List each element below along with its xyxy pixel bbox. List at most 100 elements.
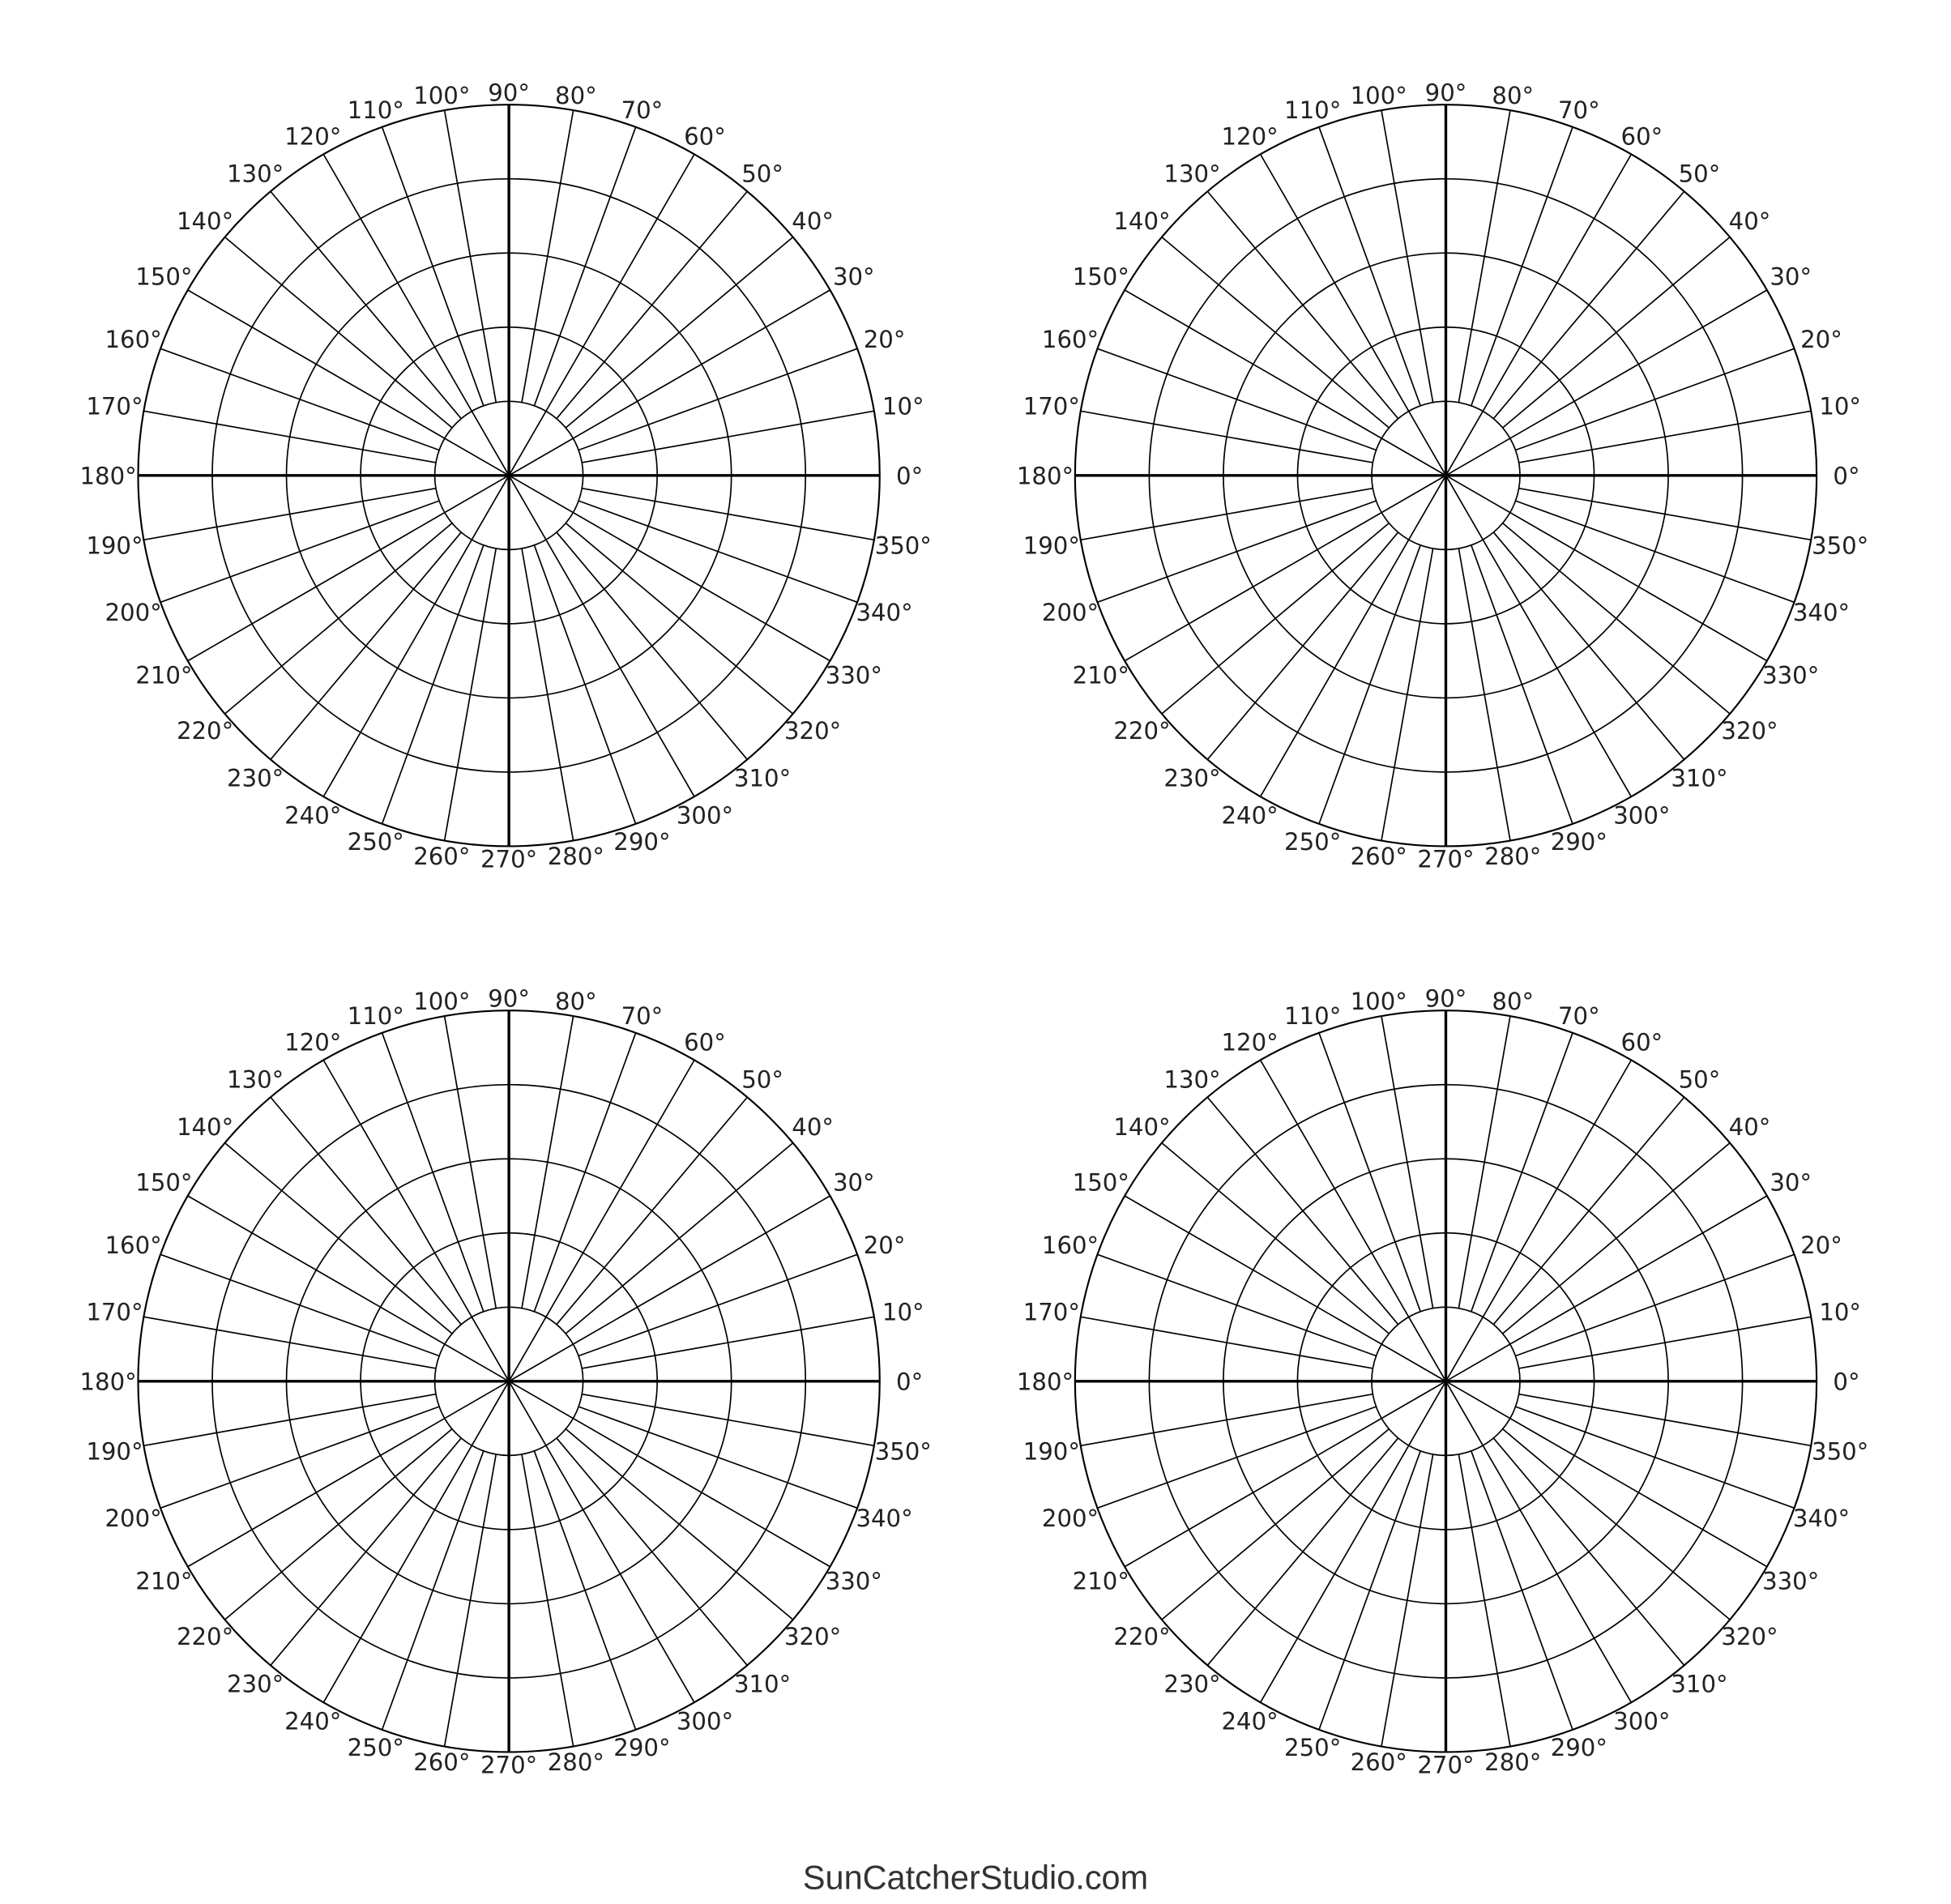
spoke-40 bbox=[1502, 237, 1731, 429]
angle-label-190: 190° bbox=[1023, 531, 1080, 559]
spoke-70 bbox=[1471, 1032, 1573, 1313]
angle-label-130: 130° bbox=[227, 1066, 284, 1094]
angle-label-20: 20° bbox=[864, 326, 906, 353]
angle-label-50: 50° bbox=[1679, 1066, 1721, 1094]
spoke-140 bbox=[1161, 1142, 1390, 1334]
angle-label-0: 0° bbox=[1833, 1368, 1859, 1396]
spoke-200 bbox=[160, 1406, 440, 1509]
spoke-50 bbox=[556, 190, 748, 420]
spoke-40 bbox=[565, 1142, 794, 1334]
angle-label-60: 60° bbox=[1621, 1029, 1663, 1057]
angle-label-0: 0° bbox=[1833, 463, 1859, 490]
spoke-60 bbox=[1445, 1060, 1633, 1382]
angle-label-340: 340° bbox=[1793, 599, 1850, 626]
angle-label-310: 310° bbox=[734, 1670, 791, 1697]
angle-label-190: 190° bbox=[1023, 1437, 1080, 1465]
spoke-310 bbox=[556, 531, 748, 760]
footer-website: SunCatcherStudio.com bbox=[803, 1858, 1148, 1896]
spoke-290 bbox=[533, 544, 637, 825]
spoke-300 bbox=[508, 1381, 695, 1703]
angle-label-270: 270° bbox=[1417, 1752, 1474, 1779]
polar-grid-1: 0° 10° 20° 30° 40° 50° 60° 70° 80° 90° 100° 110°120… bbox=[79, 79, 931, 873]
spoke-200 bbox=[160, 500, 440, 604]
spoke-340 bbox=[1515, 1406, 1795, 1509]
spoke-330 bbox=[1445, 475, 1768, 662]
angle-label-280: 280° bbox=[548, 1748, 604, 1776]
spoke-120 bbox=[1259, 1060, 1447, 1382]
spoke-110 bbox=[381, 1032, 485, 1313]
angle-label-260: 260° bbox=[1351, 1748, 1407, 1776]
angle-label-320: 320° bbox=[784, 717, 841, 745]
angle-label-350: 350° bbox=[1812, 1437, 1868, 1465]
spoke-30 bbox=[1445, 1195, 1768, 1382]
spoke-30 bbox=[508, 289, 830, 476]
spoke-80 bbox=[1458, 109, 1511, 403]
angle-label-60: 60° bbox=[1621, 123, 1663, 151]
angle-label-330: 330° bbox=[1762, 1567, 1819, 1594]
angle-label-180: 180° bbox=[1017, 1368, 1074, 1396]
angle-label-150: 150° bbox=[135, 263, 192, 291]
angle-label-160: 160° bbox=[1042, 1232, 1099, 1259]
angle-label-190: 190° bbox=[86, 531, 143, 559]
angle-label-0: 0° bbox=[896, 463, 923, 490]
angle-label-200: 200° bbox=[1042, 599, 1099, 626]
spoke-220 bbox=[224, 523, 453, 715]
angle-label-300: 300° bbox=[677, 1708, 733, 1735]
spoke-140 bbox=[1161, 237, 1390, 429]
angle-label-340: 340° bbox=[856, 599, 912, 626]
angle-label-260: 260° bbox=[1351, 843, 1407, 870]
spoke-320 bbox=[1502, 523, 1731, 715]
angle-label-210: 210° bbox=[135, 661, 192, 689]
angle-label-80: 80° bbox=[1492, 82, 1534, 109]
spoke-200 bbox=[1097, 1406, 1377, 1509]
spoke-50 bbox=[556, 1096, 748, 1326]
angle-label-300: 300° bbox=[1613, 802, 1670, 830]
spoke-230 bbox=[1206, 531, 1399, 760]
spoke-150 bbox=[187, 1195, 510, 1382]
spoke-100 bbox=[1381, 109, 1434, 403]
angle-label-270: 270° bbox=[1417, 846, 1474, 873]
angle-label-320: 320° bbox=[1721, 1623, 1778, 1650]
spoke-210 bbox=[1124, 1381, 1446, 1568]
angle-label-80: 80° bbox=[555, 988, 597, 1015]
angle-label-230: 230° bbox=[1163, 1670, 1220, 1697]
spoke-330 bbox=[508, 1381, 830, 1568]
angle-label-10: 10° bbox=[1819, 1299, 1861, 1326]
angle-label-150: 150° bbox=[1073, 263, 1129, 291]
spoke-160 bbox=[1097, 348, 1377, 451]
angle-label-230: 230° bbox=[227, 764, 284, 792]
spoke-340 bbox=[578, 1406, 858, 1509]
angle-label-180: 180° bbox=[1017, 463, 1074, 490]
angle-label-30: 30° bbox=[833, 1169, 875, 1197]
angle-label-100: 100° bbox=[1351, 988, 1407, 1015]
spoke-210 bbox=[187, 1381, 510, 1568]
spoke-150 bbox=[1124, 1195, 1446, 1382]
spoke-30 bbox=[1445, 289, 1768, 476]
angle-label-330: 330° bbox=[826, 661, 882, 689]
spoke-330 bbox=[1445, 1381, 1768, 1568]
angle-label-10: 10° bbox=[882, 393, 924, 421]
spoke-290 bbox=[1471, 544, 1573, 825]
angle-label-70: 70° bbox=[1558, 96, 1600, 124]
angle-label-60: 60° bbox=[684, 123, 726, 151]
spoke-190 bbox=[143, 1393, 437, 1447]
angle-label-320: 320° bbox=[1721, 717, 1778, 745]
spoke-320 bbox=[1502, 1428, 1731, 1620]
angle-label-40: 40° bbox=[1729, 207, 1771, 235]
angle-label-50: 50° bbox=[741, 1066, 783, 1094]
angle-label-320: 320° bbox=[784, 1623, 841, 1650]
spoke-320 bbox=[565, 1428, 794, 1620]
spoke-230 bbox=[270, 1437, 462, 1666]
spoke-300 bbox=[1445, 1381, 1633, 1703]
angle-label-120: 120° bbox=[284, 123, 341, 151]
spoke-130 bbox=[270, 1096, 462, 1326]
angle-label-160: 160° bbox=[105, 1232, 162, 1259]
angle-label-290: 290° bbox=[613, 1734, 670, 1761]
spoke-20 bbox=[578, 1253, 858, 1357]
angle-label-270: 270° bbox=[480, 1752, 537, 1779]
angle-label-90: 90° bbox=[488, 985, 530, 1013]
angle-label-70: 70° bbox=[621, 1002, 664, 1030]
spoke-280 bbox=[1458, 1454, 1511, 1747]
spoke-190 bbox=[1080, 1393, 1373, 1447]
spoke-170 bbox=[143, 410, 437, 463]
